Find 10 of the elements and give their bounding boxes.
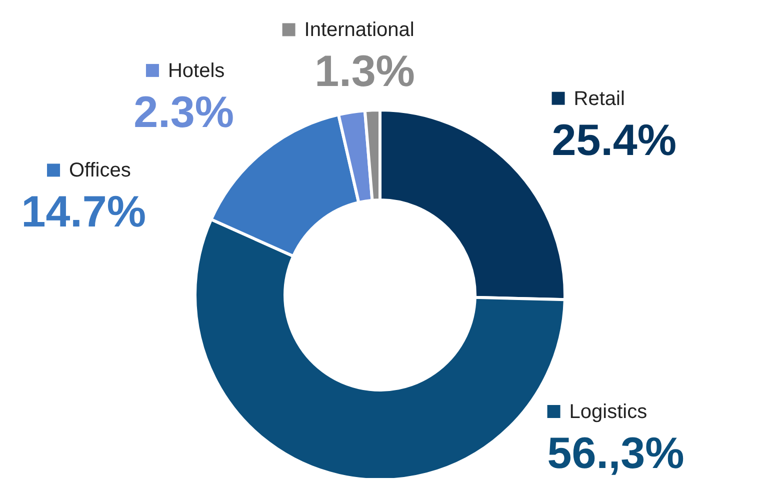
legend-label: Hotels xyxy=(168,60,225,82)
data-label: 56.,3% xyxy=(547,429,684,478)
data-label: 25.4% xyxy=(552,116,677,165)
data-label: 2.3% xyxy=(134,88,234,137)
data-label: 1.3% xyxy=(314,47,415,96)
legend-label: Logistics xyxy=(569,401,648,423)
data-label: 14.7% xyxy=(21,188,146,237)
legend-label: Retail xyxy=(574,88,625,110)
legend-label: International xyxy=(304,19,414,42)
legend-label: Offices xyxy=(69,160,131,182)
